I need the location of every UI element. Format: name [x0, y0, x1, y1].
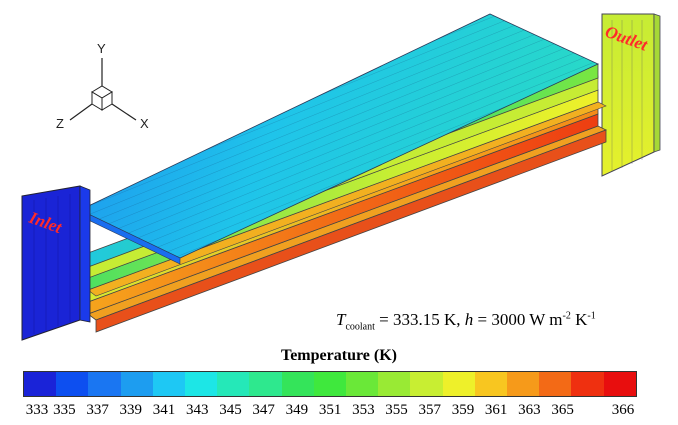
colorbar-tick-label: 365 — [551, 402, 574, 418]
colorbar-swatch — [56, 372, 89, 396]
inlet-plate — [21, 185, 91, 341]
colorbar-swatch — [474, 372, 508, 396]
colorbar-tick-label: 339 — [119, 402, 143, 418]
h-symbol: h — [464, 310, 474, 329]
t-value: = 333.15 K, — [374, 310, 465, 329]
colorbar-tick-label: 353 — [352, 402, 375, 418]
colorbar-tick-label: 343 — [185, 402, 209, 418]
axis-triad: Y Z X — [56, 41, 149, 131]
axis-y-label: Y — [97, 41, 106, 56]
colorbar-tick-label: 351 — [318, 402, 342, 418]
colorbar-ticks: 333 335 337 339 341 343 345 347 349 351 353 355 357 3… — [23, 402, 637, 422]
colorbar-tick-label: 363 — [518, 402, 541, 418]
unit-k: K — [570, 310, 588, 329]
colorbar-tick-label: 347 — [252, 402, 275, 418]
unit-exponent-2: -1 — [587, 310, 596, 322]
colorbar-tick-label: 341 — [152, 402, 176, 418]
colorbar-swatch — [152, 372, 186, 396]
colorbar-swatch — [217, 372, 250, 396]
axis-cube-icon — [91, 85, 113, 111]
colorbar-tick-label: 366 — [611, 402, 635, 418]
colorbar-tick-label: 349 — [285, 402, 309, 418]
colorbar-swatch — [507, 372, 540, 396]
colorbar-tick-label: 359 — [451, 402, 475, 418]
axis-z-label: Z — [56, 116, 64, 131]
colorbar-tick-label: 355 — [385, 402, 408, 418]
colorbar-swatch — [346, 372, 379, 396]
t-symbol: T — [336, 310, 346, 329]
unit-exponent-1: -2 — [562, 310, 571, 322]
colorbar-tick-label: 345 — [219, 402, 242, 418]
colorbar-swatch — [539, 372, 572, 396]
colorbar-swatch — [185, 372, 218, 396]
colorbar-tick-label: 335 — [53, 402, 76, 418]
colorbar-swatch — [313, 372, 347, 396]
colorbar-swatch — [120, 372, 153, 396]
boundary-condition-equation: Tcoolant = 333.15 K, h = 3000 W m-2 K-1 — [336, 310, 596, 332]
colorbar-swatch — [410, 372, 443, 396]
outlet-plate — [601, 13, 661, 177]
colorbar-swatch — [281, 372, 314, 396]
colorbar-swatch — [571, 372, 604, 396]
colorbar-tick-label: 337 — [86, 402, 109, 418]
colorbar-tick-label: 357 — [418, 402, 441, 418]
colorbar-swatch — [249, 372, 282, 396]
colorbar-tick-label: 333 — [25, 402, 49, 418]
colorbar-title: Temperature (K) — [281, 347, 397, 364]
axis-x-label: X — [140, 116, 149, 131]
colorbar-swatch — [88, 372, 121, 396]
colorbar-swatch — [442, 372, 475, 396]
colorbar-swatch — [24, 372, 57, 396]
colorbar-swatch — [378, 372, 411, 396]
h-value: = 3000 W m — [473, 310, 563, 329]
t-subscript: coolant — [345, 321, 375, 333]
channel-layer-top — [79, 13, 599, 265]
colorbar-tick-label: 361 — [484, 402, 508, 418]
colorbar-swatch — [603, 372, 636, 396]
colorbar — [23, 371, 637, 397]
